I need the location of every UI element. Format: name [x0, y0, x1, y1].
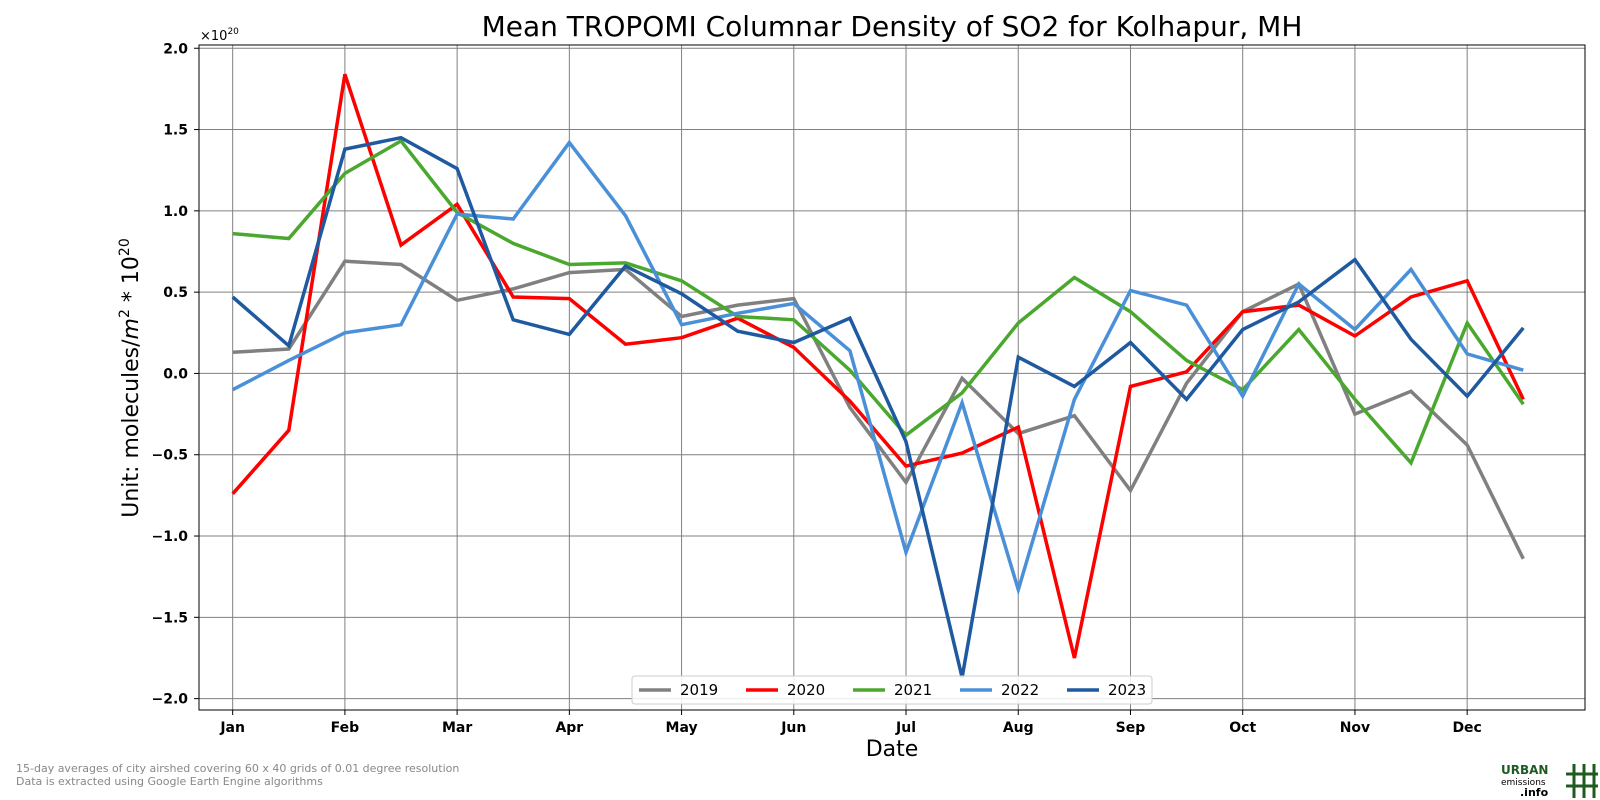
legend-label-2020: 2020 — [787, 681, 825, 699]
y-axis-label: Unit: molecules/m2 * 1020 — [117, 238, 144, 517]
y-tick-label: −0.5 — [151, 448, 188, 464]
x-tick-label: Nov — [1340, 720, 1370, 736]
y-tick-label: −1.0 — [151, 529, 188, 545]
grid — [199, 45, 1585, 710]
x-tick-label: Oct — [1229, 720, 1256, 736]
y-tick-label: 1.5 — [163, 123, 188, 139]
y-tick-label: 0.0 — [163, 366, 188, 382]
logo-text-emissions: emissions — [1501, 778, 1546, 788]
footnote-resolution: 15-day averages of city airshed covering… — [16, 762, 460, 775]
series-line-2023 — [231, 135, 1525, 678]
x-tick-label: Jan — [219, 720, 245, 736]
footnote-source: Data is extracted using Google Earth Eng… — [16, 775, 323, 788]
urban-emissions-logo: URBAN emissions .info — [1501, 763, 1598, 798]
x-tick-label: Mar — [442, 720, 472, 736]
x-tick-label: Jul — [895, 720, 916, 736]
x-tick-label: Aug — [1003, 720, 1034, 736]
plot-frame — [198, 44, 1586, 711]
x-tick-label: Jun — [780, 720, 806, 736]
x-tick-label: Sep — [1116, 720, 1146, 736]
legend-label-2023: 2023 — [1108, 681, 1146, 699]
x-tick-label: Dec — [1452, 720, 1481, 736]
logo-text-urban: URBAN — [1501, 763, 1548, 777]
legend-label-2019: 2019 — [680, 681, 718, 699]
logo-grid-icon — [1566, 764, 1598, 798]
logo-text-info: .info — [1520, 786, 1549, 798]
x-tick-label: Apr — [555, 720, 583, 736]
y-tick-label: 2.0 — [163, 41, 188, 57]
chart-title: Mean TROPOMI Columnar Density of SO2 for… — [482, 10, 1303, 43]
y-tick-label: −1.5 — [151, 610, 188, 626]
y-offset-text: ×1020 — [200, 27, 239, 44]
y-tick-label: 1.0 — [163, 204, 188, 220]
x-tick-label: May — [666, 720, 698, 736]
x-tick-label: Feb — [331, 720, 360, 736]
series-lines — [231, 73, 1525, 678]
legend-box — [631, 675, 1153, 705]
series-line-2021 — [232, 138, 1525, 467]
y-tick-label: −2.0 — [151, 692, 188, 708]
series-line-2020 — [231, 73, 1525, 659]
legend: 2019 2020 2021 2022 2023 — [631, 675, 1153, 705]
legend-label-2021: 2021 — [894, 681, 932, 699]
series-line-2022 — [231, 139, 1524, 596]
y-axis-ticks: 2.0 1.5 1.0 0.5 0.0 −0.5 −1.0 −1.5 −2.0 — [151, 41, 199, 708]
x-axis-ticks: Jan Feb Mar Apr May Jun Jul Aug Sep Oct Nov Dec — [219, 710, 1482, 736]
legend-label-2022: 2022 — [1001, 681, 1039, 699]
x-axis-label: Date — [866, 737, 919, 762]
y-tick-label: 0.5 — [163, 285, 188, 301]
